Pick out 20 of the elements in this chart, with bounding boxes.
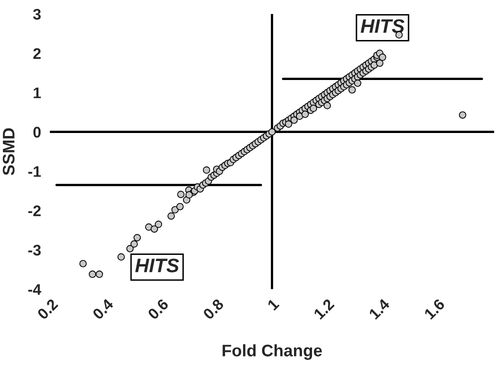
y-axis-title: SSMD [2, 128, 15, 176]
y-tick-label: 0 [33, 126, 41, 138]
x-axis-title: Fold Change [222, 344, 322, 360]
x-tick-label: 1.6 [424, 298, 446, 320]
y-tick-label: 2 [33, 48, 41, 59]
x-tick-label: 1.2 [313, 298, 335, 320]
y-tick-label: 3 [33, 8, 41, 20]
x-tick-label: 1 [267, 298, 280, 311]
annotation: HITS [360, 19, 404, 33]
y-tick-label: -1 [28, 166, 41, 177]
x-tick-label: 0.4 [92, 298, 114, 320]
y-tick-label: -2 [28, 205, 41, 216]
y-tick-label: 1 [34, 88, 41, 98]
y-tick-label: -3 [28, 244, 41, 256]
x-tick-label: 1.4 [368, 298, 390, 320]
x-tick-label: 0.6 [147, 298, 170, 320]
x-tick-label: 0.8 [202, 298, 224, 320]
y-tick-label: -4 [28, 284, 42, 295]
annotation: HITS [135, 258, 180, 272]
x-tick-label: 0.2 [36, 298, 59, 320]
